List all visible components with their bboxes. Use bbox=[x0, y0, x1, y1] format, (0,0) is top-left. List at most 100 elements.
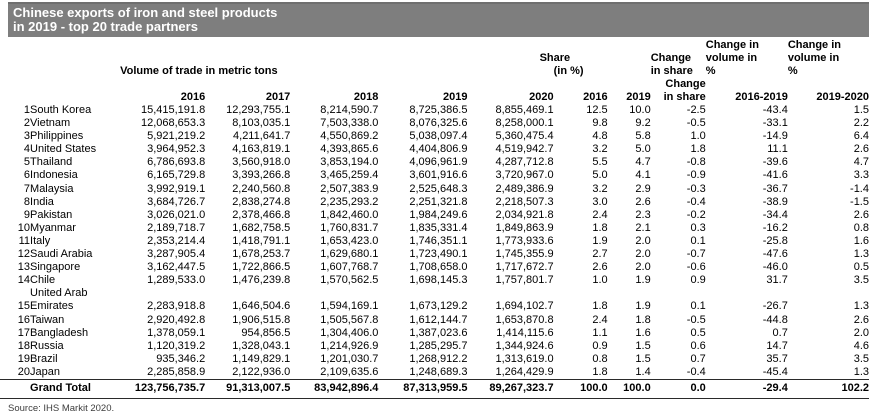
share-2016-cell: 1.8 bbox=[592, 365, 608, 378]
share-2016-cell: 5.5 bbox=[592, 156, 608, 169]
change-volume-2019-2020-cell: 6.4 bbox=[853, 130, 869, 143]
share-2019-cell: 4.7 bbox=[635, 156, 651, 169]
rank-cell: 2 bbox=[23, 117, 31, 130]
change-in-share-cell: -0.3 bbox=[686, 182, 706, 195]
volume-2017-cell: 2,378,466.8 bbox=[232, 208, 291, 221]
grand-total-share-2019: 100.0 bbox=[607, 378, 651, 400]
change-volume-2019-2020-cell: 1.6 bbox=[853, 234, 869, 247]
change-volume-2019-2020-cell: 4.6 bbox=[853, 339, 869, 352]
year-header-2020: 2020 bbox=[529, 91, 554, 103]
share-2019-cell: 1.8 bbox=[635, 313, 651, 326]
volume-2019-cell: 1,268,912.2 bbox=[409, 352, 468, 365]
change-volume-2016-2019-cell: 14.7 bbox=[766, 339, 788, 352]
volume-2019-cell: 1,673,129.2 bbox=[409, 300, 468, 313]
change-in-volume-1-group-header: Change in volume in % bbox=[705, 39, 759, 77]
volume-2018-cell: 1,304,406.0 bbox=[320, 326, 379, 339]
volume-2020-cell: 1,717,672.7 bbox=[495, 261, 554, 274]
rank-cell: 15 bbox=[17, 300, 31, 313]
volume-2018-cell: 3,853,194.0 bbox=[320, 156, 379, 169]
share-2019-cell: 5.8 bbox=[635, 130, 651, 143]
change-in-share-cell: 0.1 bbox=[690, 300, 706, 313]
title-line-2: in 2019 - top 20 trade partners bbox=[13, 19, 198, 34]
share-2016-cell: 1.0 bbox=[592, 274, 608, 287]
volume-2017-cell: 2,122,936.0 bbox=[232, 365, 291, 378]
change-volume-2019-2020-cell: 1.5 bbox=[853, 104, 869, 116]
change-volume-header-2016-2019: 2016-2019 bbox=[735, 91, 788, 103]
share-2016-cell: 2.7 bbox=[592, 248, 608, 261]
grand-total-label: Grand Total bbox=[30, 378, 121, 400]
country-cell: Taiwan bbox=[30, 313, 65, 326]
share-2019-cell: 5.0 bbox=[635, 143, 651, 156]
volume-2019-cell: 1,612,144.7 bbox=[409, 313, 468, 326]
change-volume-2019-2020-cell: 0.5 bbox=[853, 261, 869, 274]
change-volume-2016-2019-cell: -36.7 bbox=[762, 182, 788, 195]
rank-cell: 17 bbox=[17, 326, 31, 339]
rank-cell: 6 bbox=[23, 169, 31, 182]
table-row: 6 Indonesia 6,165,729.8 3,393,266.8 3,465,25… bbox=[0, 169, 869, 182]
volume-2020-cell: 1,694,102.7 bbox=[495, 300, 554, 313]
volume-2017-cell: 3,560,918.0 bbox=[232, 156, 291, 169]
source-note: Source: IHS Markit 2020. bbox=[8, 403, 115, 414]
volume-2018-cell: 1,201,030.7 bbox=[320, 352, 379, 365]
table-row: 12 Saudi Arabia 3,287,905.4 1,678,253.7 1,62… bbox=[0, 248, 869, 261]
change-in-share-cell: 0.6 bbox=[690, 339, 706, 352]
country-cell: Singapore bbox=[30, 261, 81, 274]
rank-cell: 3 bbox=[23, 130, 31, 143]
share-2016-cell: 5.0 bbox=[592, 169, 608, 182]
change-in-share-cell: -0.7 bbox=[686, 248, 706, 261]
volume-2019-cell: 1,835,331.4 bbox=[409, 221, 468, 234]
share-2019-cell: 2.0 bbox=[635, 248, 651, 261]
rank-cell: 14 bbox=[17, 274, 31, 287]
volume-2019-cell: 1,723,490.1 bbox=[409, 248, 468, 261]
change-volume-2019-2020-cell: -1.5 bbox=[850, 195, 869, 208]
change-volume-2016-2019-cell: -45.4 bbox=[762, 365, 788, 378]
group-header-row: Volume of trade in metric tons Share (in… bbox=[0, 39, 869, 78]
volume-2019-cell: 2,251,321.8 bbox=[409, 195, 468, 208]
rank-cell: 18 bbox=[17, 339, 31, 352]
volume-2020-cell: 1,264,429.9 bbox=[495, 365, 554, 378]
share-2016-cell: 1.8 bbox=[592, 300, 608, 313]
share-header-2019: 2019 bbox=[626, 91, 651, 103]
volume-2016-cell: 935,346.2 bbox=[156, 352, 206, 365]
volume-2017-cell: 1,722,866.5 bbox=[232, 261, 291, 274]
rank-cell: 8 bbox=[23, 195, 31, 208]
volume-2017-cell: 12,293,755.1 bbox=[226, 104, 291, 116]
table-row: 4 United States 3,964,952.3 4,163,819.1 4,39… bbox=[0, 143, 869, 156]
share-2019-cell: 2.0 bbox=[635, 261, 651, 274]
change-in-share-cell: 1.8 bbox=[690, 143, 706, 156]
change-volume-2019-2020-cell: -1.4 bbox=[850, 182, 869, 195]
country-cell: Italy bbox=[30, 234, 51, 247]
volume-2016-cell: 6,786,693.8 bbox=[147, 156, 206, 169]
table-row: 2 Vietnam 12,068,653.3 8,103,035.1 7,503,338… bbox=[0, 117, 869, 130]
volume-2016-cell: 3,162,447.5 bbox=[147, 261, 206, 274]
change-volume-2016-2019-cell: 35.7 bbox=[766, 352, 788, 365]
volume-2017-cell: 1,678,253.7 bbox=[232, 248, 291, 261]
table-row: 11 Italy 2,353,214.4 1,418,791.1 1,653,423.0… bbox=[0, 235, 869, 248]
country-cell: Russia bbox=[30, 339, 64, 352]
share-2019-cell: 2.3 bbox=[635, 208, 651, 221]
volume-2016-cell: 3,684,726.7 bbox=[147, 195, 206, 208]
share-2016-cell: 1.8 bbox=[592, 221, 608, 234]
grand-total-2018: 83,942,896.4 bbox=[290, 378, 379, 400]
country-cell: Malaysia bbox=[30, 182, 74, 195]
country-cell: Philippines bbox=[30, 130, 84, 143]
volume-2016-cell: 2,353,214.4 bbox=[147, 234, 206, 247]
grand-total-rank-cell bbox=[0, 378, 31, 400]
share-2016-cell: 2.6 bbox=[592, 261, 608, 274]
volume-2018-cell: 4,550,869.2 bbox=[320, 130, 379, 143]
grand-total-2019: 87,313,959.5 bbox=[378, 378, 468, 400]
volume-2018-cell: 1,760,831.7 bbox=[320, 221, 379, 234]
change-volume-2016-2019-cell: 0.7 bbox=[772, 326, 788, 339]
change-in-share-cell: -0.5 bbox=[686, 313, 706, 326]
volume-group-header: Volume of trade in metric tons bbox=[120, 65, 278, 77]
volume-2016-cell: 3,964,952.3 bbox=[147, 143, 206, 156]
table-row: 17 Bangladesh 1,378,059.1 954,856.5 1,304,40… bbox=[0, 327, 869, 340]
table-row: 7 Malaysia 3,992,919.1 2,240,560.8 2,507,383… bbox=[0, 183, 869, 196]
title-bar: Chinese exports of iron and steel produc… bbox=[8, 2, 869, 37]
country-cell: Bangladesh bbox=[30, 326, 89, 339]
change-volume-2019-2020-cell: 4.7 bbox=[853, 156, 869, 169]
volume-2019-cell: 4,096,961.9 bbox=[409, 156, 468, 169]
change-volume-2016-2019-cell: 11.1 bbox=[767, 143, 788, 156]
volume-2016-cell: 15,415,191.8 bbox=[140, 104, 206, 116]
volume-2017-cell: 954,856.5 bbox=[241, 326, 291, 339]
